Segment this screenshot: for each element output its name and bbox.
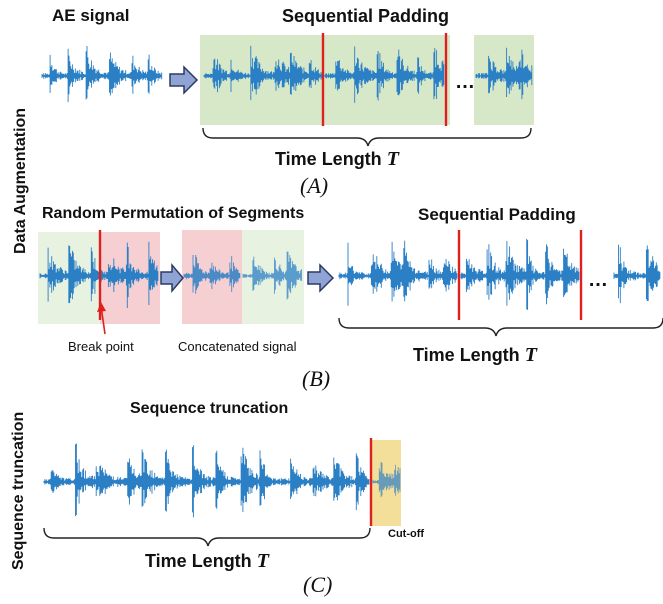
time-length-a: Time Length T [275, 148, 399, 171]
time-length-text: Time Length [275, 149, 382, 169]
padded-signal-waveform [460, 238, 580, 310]
caption-b: (B) [302, 366, 331, 391]
padded-signal-waveform [338, 240, 458, 306]
time-length-brace-c [43, 527, 371, 547]
caption-a: (A) [300, 173, 329, 198]
padded-signal-waveform [475, 47, 533, 100]
cutoff-waveform [372, 462, 401, 498]
concatenated-waveform [242, 251, 302, 300]
time-length-brace-b [338, 317, 663, 337]
time-symbol: T [524, 344, 537, 366]
time-symbol: T [386, 148, 399, 170]
break-point-label: Break point [68, 339, 134, 354]
sequential-padding-title-b: Sequential Padding [418, 205, 576, 224]
truncated-signal-waveform [43, 443, 370, 518]
ae-signal-waveform [41, 46, 163, 103]
ellipsis-b: … [588, 269, 608, 291]
ellipsis-a: … [455, 71, 475, 93]
time-symbol: T [256, 550, 269, 572]
sequence-truncation-title: Sequence truncation [130, 400, 289, 417]
time-length-text: Time Length [145, 551, 252, 571]
time-length-c: Time Length T [145, 550, 269, 573]
break-point-arrow [97, 302, 106, 335]
time-length-brace-a [202, 127, 532, 147]
padded-signal-waveform [203, 45, 323, 101]
arrow-right-icon [169, 65, 199, 95]
concatenated-waveform [183, 255, 241, 294]
cutoff-label: Cut-off [388, 528, 425, 540]
time-length-b: Time Length T [413, 344, 537, 367]
segment-waveform [39, 241, 159, 308]
arrow-right-icon [160, 262, 184, 294]
sequential-padding-title-a: Sequential Padding [282, 6, 450, 26]
time-length-text: Time Length [413, 345, 520, 365]
padded-signal-waveform [613, 244, 661, 304]
arrow-right-icon [307, 263, 335, 293]
concatenated-signal-label: Concatenated signal [178, 339, 297, 354]
ae-signal-title: AE signal [52, 6, 130, 25]
random-permutation-title: Random Permutation of Segments [42, 205, 305, 222]
caption-c: (C) [303, 572, 333, 597]
padded-signal-waveform [324, 46, 445, 103]
